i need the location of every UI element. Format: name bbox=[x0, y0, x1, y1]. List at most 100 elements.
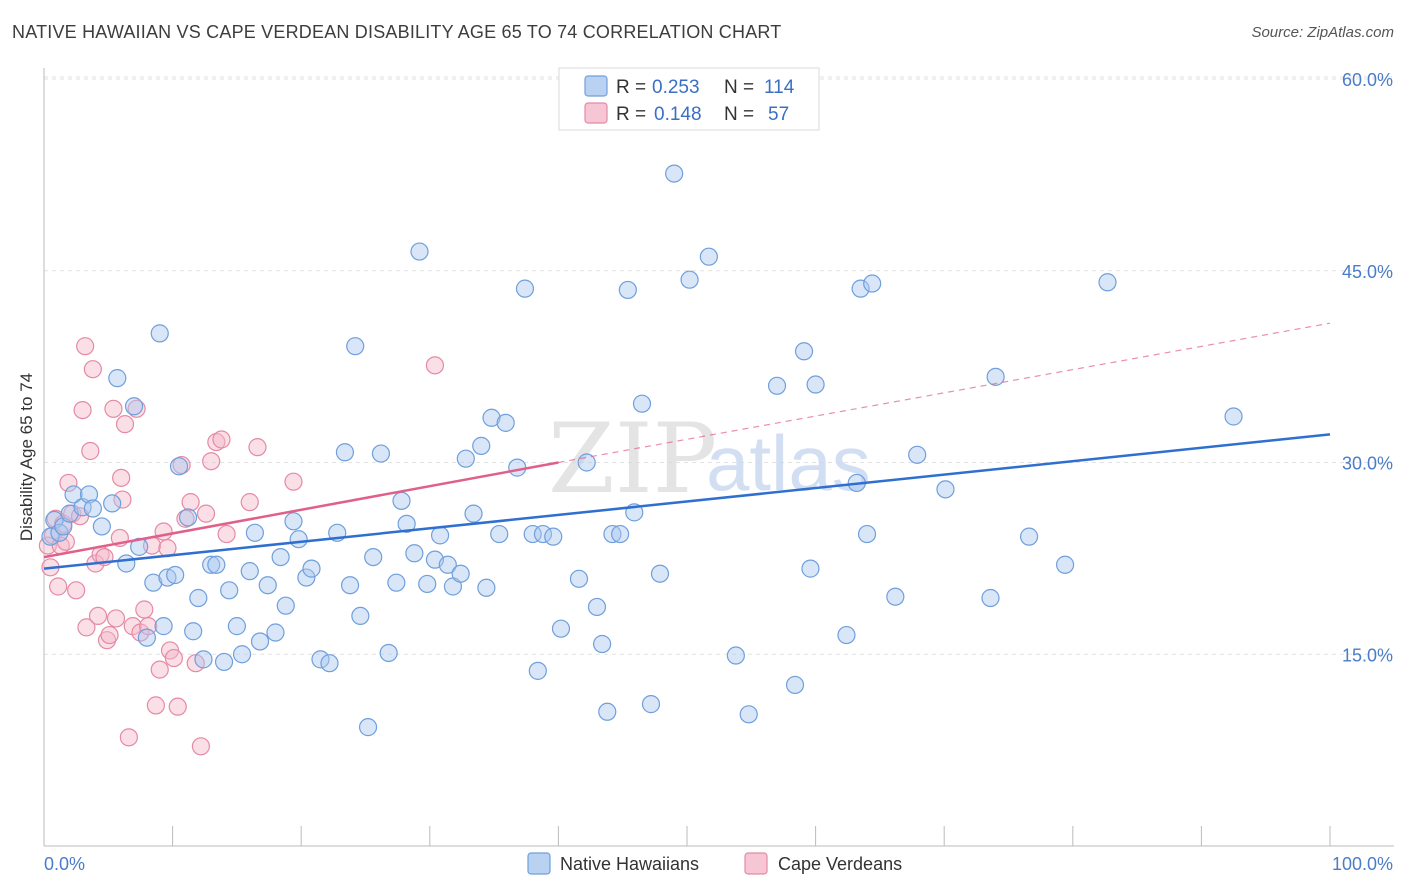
native-hawaiians-point-53 bbox=[379, 643, 398, 663]
native-hawaiians-point-69 bbox=[482, 408, 501, 427]
cape-verdeans-point-49 bbox=[202, 452, 221, 471]
legend-r-value-1: 0.148 bbox=[654, 104, 702, 125]
legend-swatch-native-hawaiians bbox=[584, 75, 608, 97]
y-axis-title: Disability Age 65 to 74 bbox=[17, 373, 36, 541]
native-hawaiians-point-62 bbox=[438, 555, 457, 574]
native-hawaiians-point-46 bbox=[335, 443, 355, 462]
cape-verdeans-point-48 bbox=[196, 504, 216, 523]
native-hawaiians-point-57 bbox=[405, 544, 424, 563]
cape-verdeans-point-14 bbox=[77, 618, 96, 637]
native-hawaiians-point-48 bbox=[346, 337, 365, 356]
native-hawaiians-point-22 bbox=[178, 508, 198, 527]
native-hawaiians-point-70 bbox=[490, 524, 509, 544]
watermark-zip: ZIP bbox=[548, 403, 717, 515]
x-ticks bbox=[43, 826, 1331, 846]
native-hawaiians-point-113 bbox=[1098, 273, 1117, 292]
native-hawaiians-point-33 bbox=[245, 523, 265, 542]
cape-verdeans-point-37 bbox=[150, 660, 169, 679]
native-hawaiians-point-20 bbox=[166, 565, 185, 585]
native-hawaiians-point-35 bbox=[258, 576, 277, 595]
cape-verdeans-point-24 bbox=[106, 609, 126, 628]
native-hawaiians-point-50 bbox=[358, 718, 378, 737]
cape-verdeans-point-10 bbox=[67, 581, 86, 600]
y-tick-label-60: 60.0% bbox=[1342, 70, 1393, 90]
native-hawaiians-point-44 bbox=[320, 654, 339, 673]
native-hawaiians-point-54 bbox=[387, 573, 406, 592]
native-hawaiians-point-67 bbox=[472, 436, 491, 455]
trend-lines bbox=[43, 322, 1331, 570]
native-hawaiians-point-112 bbox=[1055, 555, 1075, 574]
native-hawaiians-point-13 bbox=[124, 397, 144, 416]
cape-verdeans-point-12 bbox=[73, 400, 92, 420]
bottom-legend: Native Hawaiians Cape Verdeans bbox=[527, 852, 902, 875]
cape-verdeans-point-47 bbox=[191, 737, 210, 756]
native-hawaiians-point-95 bbox=[739, 705, 758, 724]
cape-verdeans-point-29 bbox=[119, 728, 138, 747]
native-hawaiians-point-77 bbox=[544, 527, 563, 546]
legend-r-label-0: R = bbox=[616, 77, 646, 98]
native-hawaiians-point-81 bbox=[587, 597, 607, 617]
native-hawaiians-point-26 bbox=[202, 555, 221, 574]
native-hawaiians-point-41 bbox=[297, 568, 316, 587]
y-tick-label-15: 15.0% bbox=[1342, 645, 1393, 665]
native-hawaiians-point-51 bbox=[364, 547, 383, 567]
legend-r-label-1: R = bbox=[616, 104, 646, 125]
bottom-legend-label-native-hawaiians: Native Hawaiians bbox=[560, 854, 699, 874]
native-hawaiians-point-107 bbox=[908, 445, 927, 464]
native-hawaiians-point-55 bbox=[392, 491, 411, 510]
native-hawaiians-point-61 bbox=[430, 526, 450, 545]
native-hawaiians-point-31 bbox=[232, 645, 252, 664]
native-hawaiians-point-15 bbox=[137, 628, 156, 647]
native-hawaiians-point-97 bbox=[785, 675, 805, 695]
native-hawaiians-point-111 bbox=[1019, 527, 1039, 546]
native-hawaiians-point-108 bbox=[936, 480, 955, 499]
axes bbox=[43, 68, 1394, 847]
native-hawaiians-point-114 bbox=[1224, 407, 1243, 426]
cape-verdeans-point-56 bbox=[425, 356, 445, 375]
cape-verdeans-point-50 bbox=[207, 432, 226, 452]
native-hawaiians-point-25 bbox=[194, 650, 213, 669]
native-hawaiians-point-68 bbox=[477, 578, 496, 597]
native-hawaiians-point-104 bbox=[857, 524, 877, 544]
cape-verdeans-point-34 bbox=[139, 617, 158, 636]
native-hawaiians-point-110 bbox=[986, 367, 1005, 386]
native-hawaiians-point-8 bbox=[83, 499, 102, 518]
cape-verdeans-point-54 bbox=[248, 438, 267, 457]
y-tick-label-30: 30.0% bbox=[1342, 454, 1393, 474]
native-hawaiians-point-42 bbox=[302, 559, 321, 578]
bottom-legend-label-cape-verdeans: Cape Verdeans bbox=[778, 854, 902, 874]
native-hawaiians-point-17 bbox=[150, 324, 169, 343]
bottom-legend-swatch-cape-verdeans bbox=[744, 852, 768, 875]
native-hawaiians-point-83 bbox=[598, 702, 617, 721]
cape-verdeans-point-23 bbox=[104, 399, 123, 418]
cape-verdeans-point-52 bbox=[217, 524, 236, 544]
native-hawaiians-point-78 bbox=[551, 619, 571, 638]
native-hawaiians-point-105 bbox=[863, 274, 882, 293]
cape-verdeans-point-18 bbox=[88, 606, 108, 626]
native-hawaiians-point-90 bbox=[650, 564, 670, 583]
native-hawaiians-trend-line bbox=[43, 433, 1331, 570]
bottom-legend-swatch-native-hawaiians bbox=[527, 852, 551, 875]
watermark: ZIP atlas bbox=[548, 403, 871, 515]
native-hawaiians-point-23 bbox=[184, 622, 203, 641]
native-hawaiians-point-10 bbox=[103, 494, 122, 513]
x-tick-label-min: 0.0% bbox=[44, 854, 85, 874]
native-hawaiians-point-106 bbox=[886, 587, 905, 606]
source-label: Source: ZipAtlas.com bbox=[1251, 24, 1394, 41]
watermark-atlas: atlas bbox=[706, 419, 871, 507]
native-hawaiians-point-101 bbox=[837, 625, 856, 645]
native-hawaiians-point-88 bbox=[632, 394, 652, 413]
native-hawaiians-point-92 bbox=[680, 270, 699, 289]
native-hawaiians-point-58 bbox=[410, 242, 429, 261]
cape-verdeans-point-41 bbox=[164, 648, 183, 668]
native-hawaiians-point-52 bbox=[371, 444, 391, 463]
native-hawaiians-point-24 bbox=[189, 588, 208, 608]
cape-verdeans-point-26 bbox=[112, 468, 131, 487]
native-hawaiians-point-82 bbox=[593, 634, 612, 654]
native-hawaiians-point-9 bbox=[92, 517, 111, 536]
native-hawaiians-point-34 bbox=[250, 632, 270, 651]
native-hawaiians-point-100 bbox=[806, 375, 825, 394]
native-hawaiians-point-103 bbox=[851, 279, 870, 298]
native-hawaiians-point-59 bbox=[418, 574, 437, 594]
